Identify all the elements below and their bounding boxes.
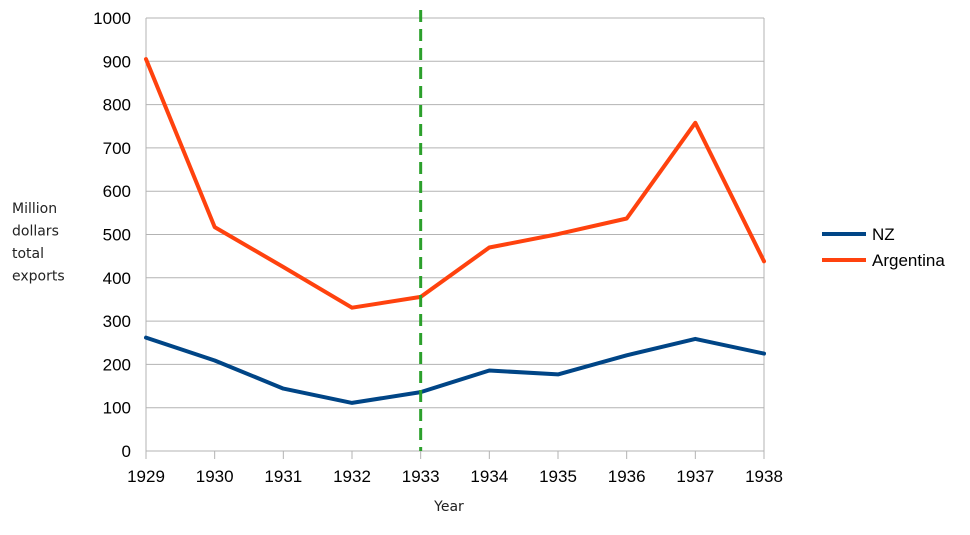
y-tick-label-1000: 1000: [93, 9, 131, 28]
y-tick-label-200: 200: [103, 355, 131, 374]
series-lines: [144, 57, 766, 405]
x-axis-title: Year: [433, 499, 464, 515]
y-tick-label-300: 300: [103, 312, 131, 331]
y-tick-label-700: 700: [103, 139, 131, 158]
y-axis-title-line-4: exports: [12, 269, 65, 285]
y-tick-labels: 0 100 200 300 400 500 600 700 800 900 1000: [93, 9, 131, 461]
x-tick-label-1936: 1936: [608, 467, 646, 486]
y-axis-title-line-2: dollars: [12, 224, 59, 240]
series-line-nz: [144, 335, 766, 405]
x-tick-label-1934: 1934: [470, 467, 508, 486]
y-axis-title-line-3: total: [12, 246, 44, 262]
legend-label-argentina: Argentina: [872, 251, 945, 270]
y-tick-label-900: 900: [103, 52, 131, 71]
x-tick-label-1930: 1930: [196, 467, 234, 486]
y-tick-label-600: 600: [103, 182, 131, 201]
x-tick-label-1929: 1929: [127, 467, 165, 486]
x-tick-label-1932: 1932: [333, 467, 371, 486]
y-tick-label-800: 800: [103, 96, 131, 115]
grid-lines: [146, 17, 764, 452]
y-tick-label-100: 100: [103, 399, 131, 418]
x-tick-label-1933: 1933: [402, 467, 440, 486]
y-axis-title: Million dollars total exports: [12, 201, 65, 285]
series-line-argentina: [144, 57, 766, 310]
y-tick-label-500: 500: [103, 226, 131, 245]
legend: NZ Argentina: [822, 225, 945, 270]
x-tick-labels: 1929 1930 1931 1932 1933 1934 1935 1936 1937 1938: [127, 451, 783, 486]
x-tick-label-1938: 1938: [745, 467, 783, 486]
x-tick-label-1935: 1935: [539, 467, 577, 486]
x-tick-label-1937: 1937: [676, 467, 714, 486]
y-axis-title-line-1: Million: [12, 201, 57, 217]
x-tick-label-1931: 1931: [264, 467, 302, 486]
plot-frame: [145, 18, 765, 451]
y-tick-label-400: 400: [103, 269, 131, 288]
y-tick-label-0: 0: [122, 442, 131, 461]
legend-label-nz: NZ: [872, 225, 895, 244]
